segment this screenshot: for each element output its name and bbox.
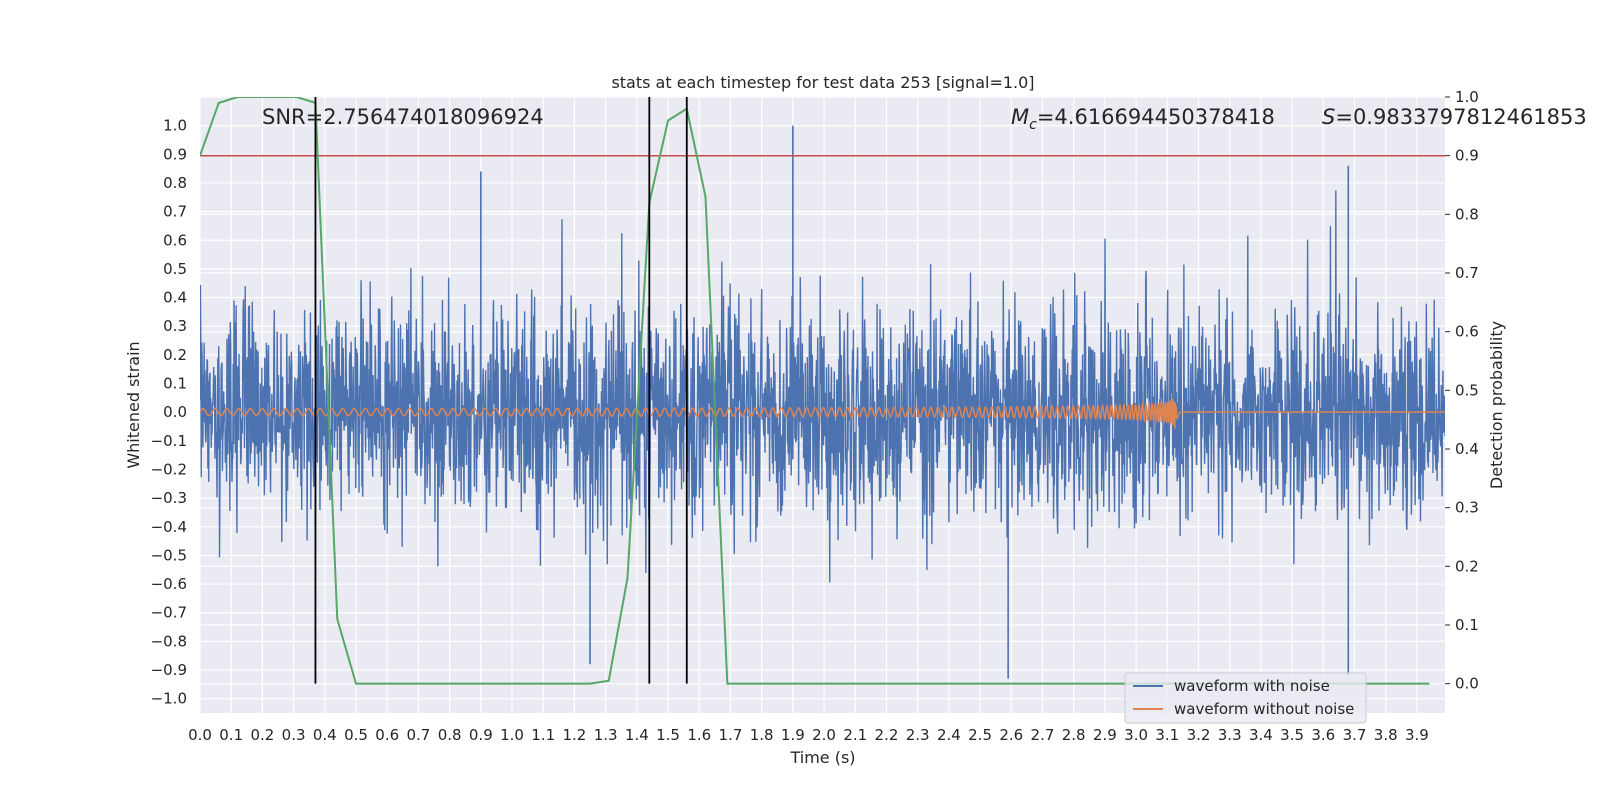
legend: waveform with noise waveform without noi…: [1124, 672, 1367, 724]
x-tick-label: 0.2: [250, 726, 274, 744]
y2-tick-label: 0.9: [1455, 147, 1479, 165]
y-tick-label: 0.3: [163, 317, 187, 335]
y-tick-label: 0.1: [163, 375, 187, 393]
series-waveform-with-noise: [200, 190, 1445, 583]
y-tick-label: 0.7: [163, 203, 187, 221]
x-tick-label: 0.5: [344, 726, 368, 744]
x-tick-label: 2.0: [812, 726, 836, 744]
x-tick-label: 1.8: [750, 726, 774, 744]
x-tick-label: 0.9: [469, 726, 493, 744]
x-tick-label: 0.3: [282, 726, 306, 744]
y2-tick-label: 0.7: [1455, 264, 1479, 282]
y-tick-label: −0.4: [151, 518, 187, 536]
x-tick-label: 0.4: [313, 726, 337, 744]
chirp-mass-annotation: Mc=4.616694450378418: [1011, 105, 1275, 133]
x-tick-label: 2.1: [843, 726, 867, 744]
x-tick-label: 2.4: [937, 726, 961, 744]
x-tick-label: 3.4: [1249, 726, 1273, 744]
x-tick-label: 3.3: [1218, 726, 1242, 744]
y2-tick-label: 0.8: [1455, 205, 1479, 223]
x-tick-label: 1.5: [656, 726, 680, 744]
y-tick-label: 0.5: [163, 260, 187, 278]
y-tick-label: −0.5: [151, 546, 187, 564]
chirp-mass-symbol: M: [1011, 105, 1029, 129]
x-tick-label: 3.7: [1343, 726, 1367, 744]
chirp-mass-subscript: c: [1029, 117, 1037, 133]
x-tick-label: 3.5: [1280, 726, 1304, 744]
legend-label-noise: waveform with noise: [1174, 677, 1330, 695]
x-tick-labels: 0.0 0.1 0.2 0.3 0.4 0.5 0.6 0.7 0.8 0.9 1.0 1.1 1.2 1…: [188, 726, 1429, 744]
y-tick-label: −0.3: [151, 489, 187, 507]
snr-annotation: SNR=2.756474018096924: [262, 105, 544, 129]
x-axis-label: Time (s): [789, 748, 855, 767]
x-tick-label: 1.0: [500, 726, 524, 744]
x-tick-label: 2.2: [875, 726, 899, 744]
x-tick-label: 3.2: [1187, 726, 1211, 744]
x-tick-label: 3.1: [1155, 726, 1179, 744]
y2-tick-label: 0.6: [1455, 323, 1479, 341]
y-tick-label: 0.8: [163, 174, 187, 192]
x-tick-label: 1.9: [781, 726, 805, 744]
y-tick-label: −0.9: [151, 661, 187, 679]
y-axis-label: Whitened strain: [124, 341, 143, 468]
y-tick-label: 0.0: [163, 403, 187, 421]
y-tick-label: −1.0: [151, 690, 187, 708]
y2-tick-label: 0.0: [1455, 675, 1479, 693]
x-tick-label: 1.4: [625, 726, 649, 744]
x-tick-label: 3.8: [1374, 726, 1398, 744]
x-tick-label: 0.0: [188, 726, 212, 744]
x-tick-label: 2.8: [1062, 726, 1086, 744]
y-tick-label: −0.1: [151, 432, 187, 450]
x-tick-label: 3.0: [1124, 726, 1148, 744]
x-tick-label: 2.9: [1093, 726, 1117, 744]
x-tick-label: 0.8: [438, 726, 462, 744]
x-tick-label: 2.7: [1031, 726, 1055, 744]
score-symbol: S: [1322, 105, 1335, 129]
series-waveform-without-noise: [200, 398, 1445, 429]
y2-tick-label: 0.2: [1455, 557, 1479, 575]
y2-tick-label: 0.3: [1455, 499, 1479, 517]
legend-label-clean: waveform without noise: [1174, 700, 1354, 718]
x-tick-label: 2.3: [906, 726, 930, 744]
x-tick-label: 1.2: [563, 726, 587, 744]
x-tick-label: 2.5: [968, 726, 992, 744]
y2-tick-label: 1.0: [1455, 88, 1479, 106]
y-tick-labels: 1.0 0.9 0.8 0.7 0.6 0.5 0.4 0.3 0.2 0.1 0.0 −0.1 −0.…: [151, 117, 187, 708]
chirp-mass-value: =4.616694450378418: [1037, 105, 1275, 129]
x-tick-label: 0.7: [406, 726, 430, 744]
x-tick-label: 0.6: [375, 726, 399, 744]
y-tick-label: 0.9: [163, 145, 187, 163]
score-value: =0.9833797812461853: [1335, 105, 1586, 129]
y-tick-label: −0.7: [151, 604, 187, 622]
x-tick-label: 0.1: [219, 726, 243, 744]
y-tick-label: 0.4: [163, 289, 187, 307]
legend-box: [1124, 672, 1367, 724]
x-tick-label: 1.7: [719, 726, 743, 744]
y2-tick-label: 0.1: [1455, 616, 1479, 634]
y-tick-label: 0.6: [163, 231, 187, 249]
y2-tick-label: 0.5: [1455, 381, 1479, 399]
x-tick-label: 2.6: [999, 726, 1023, 744]
y2-tick-label: 0.4: [1455, 440, 1479, 458]
x-tick-label: 1.1: [531, 726, 555, 744]
y2-axis-label: Detection probability: [1487, 321, 1506, 489]
y-tick-label: −0.2: [151, 460, 187, 478]
score-annotation: S=0.9833797812461853: [1322, 105, 1587, 129]
x-tick-label: 3.6: [1311, 726, 1335, 744]
y-tick-label: 1.0: [163, 117, 187, 135]
y-tick-label: −0.8: [151, 632, 187, 650]
x-tick-label: 1.3: [594, 726, 618, 744]
x-tick-label: 3.9: [1405, 726, 1429, 744]
y-tick-label: −0.6: [151, 575, 187, 593]
y-tick-label: 0.2: [163, 346, 187, 364]
y2-tick-labels: 1.0 0.9 0.8 0.7 0.6 0.5 0.4 0.3 0.2 0.1 0.0: [1455, 88, 1479, 693]
x-tick-label: 1.6: [687, 726, 711, 744]
chart-title: stats at each timestep for test data 253…: [611, 73, 1034, 92]
series-layer: [200, 97, 1445, 685]
